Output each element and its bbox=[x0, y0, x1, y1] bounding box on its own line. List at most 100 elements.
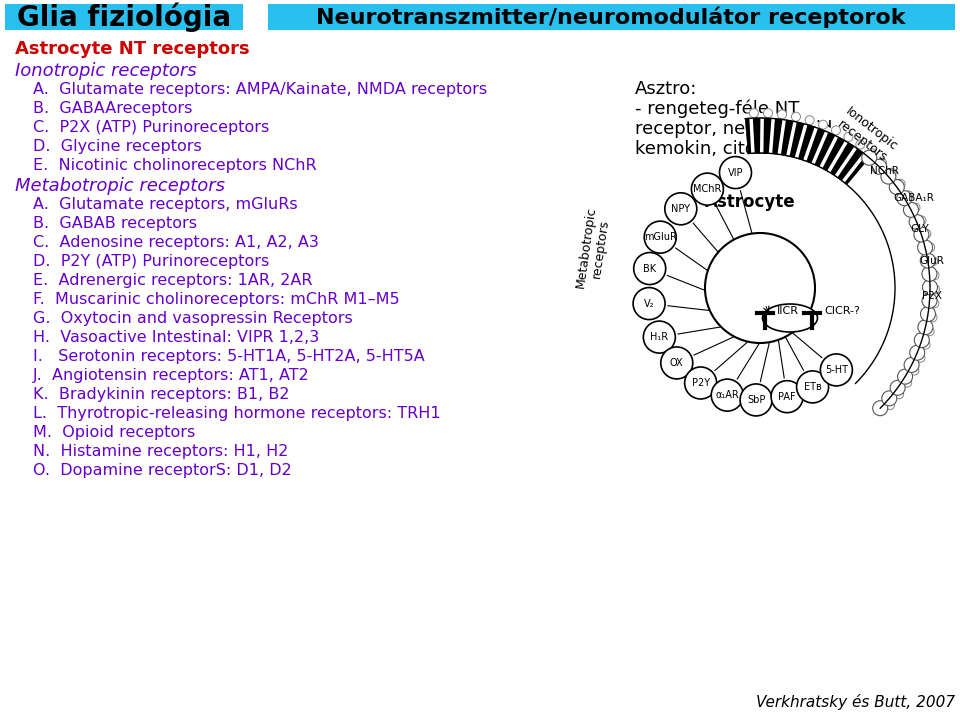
Text: Metabotropic
receptors: Metabotropic receptors bbox=[573, 205, 612, 291]
Text: Neurotranszmitter/neuromodulátor receptorok: Neurotranszmitter/neuromodulátor recepto… bbox=[316, 6, 905, 28]
Circle shape bbox=[797, 371, 828, 403]
Text: P2Y: P2Y bbox=[691, 378, 709, 388]
Circle shape bbox=[895, 390, 903, 398]
Text: Asztro:: Asztro: bbox=[635, 80, 697, 98]
Text: V₂: V₂ bbox=[644, 299, 655, 309]
Circle shape bbox=[916, 353, 925, 363]
Circle shape bbox=[925, 243, 935, 252]
Circle shape bbox=[643, 321, 675, 353]
Circle shape bbox=[918, 320, 933, 335]
Circle shape bbox=[855, 140, 865, 149]
Text: mGluR: mGluR bbox=[644, 232, 677, 242]
Circle shape bbox=[872, 159, 887, 174]
Circle shape bbox=[873, 401, 888, 416]
Circle shape bbox=[885, 401, 895, 409]
Text: MChR: MChR bbox=[693, 184, 722, 194]
Text: N.  Histamine receptors: H1, H2: N. Histamine receptors: H1, H2 bbox=[33, 444, 288, 459]
Text: D.  Glycine receptors: D. Glycine receptors bbox=[33, 139, 202, 154]
Text: GABA₁R: GABA₁R bbox=[894, 193, 934, 203]
Text: VIP: VIP bbox=[728, 167, 743, 177]
Ellipse shape bbox=[762, 304, 818, 332]
Circle shape bbox=[691, 173, 724, 205]
Text: P2X: P2X bbox=[922, 292, 942, 302]
Text: D.  P2Y (ATP) Purinoreceptors: D. P2Y (ATP) Purinoreceptors bbox=[33, 254, 269, 269]
Circle shape bbox=[922, 229, 931, 238]
Circle shape bbox=[740, 384, 772, 416]
Circle shape bbox=[819, 120, 828, 129]
Text: Ionotropic
receptors: Ionotropic receptors bbox=[834, 105, 900, 165]
Text: - rengeteg-féle NT: - rengeteg-féle NT bbox=[635, 100, 800, 118]
Text: CICR-?: CICR-? bbox=[824, 306, 860, 316]
Circle shape bbox=[922, 266, 937, 281]
Circle shape bbox=[821, 354, 852, 386]
Text: B.  GABAB receptors: B. GABAB receptors bbox=[33, 216, 197, 231]
Text: K.  Bradykinin receptors: B1, B2: K. Bradykinin receptors: B1, B2 bbox=[33, 387, 290, 402]
Circle shape bbox=[930, 271, 939, 280]
Circle shape bbox=[897, 191, 912, 205]
Text: M.  Opioid receptors: M. Opioid receptors bbox=[33, 425, 195, 440]
Circle shape bbox=[771, 381, 804, 413]
Circle shape bbox=[909, 215, 924, 230]
Circle shape bbox=[914, 227, 929, 242]
Text: E.  Adrenergic receptors: 1AR, 2AR: E. Adrenergic receptors: 1AR, 2AR bbox=[33, 273, 313, 288]
Circle shape bbox=[917, 216, 926, 225]
Circle shape bbox=[719, 157, 752, 189]
Circle shape bbox=[831, 126, 840, 135]
Text: G.  Oxytocin and vasopressin Receptors: G. Oxytocin and vasopressin Receptors bbox=[33, 311, 352, 326]
Circle shape bbox=[930, 299, 939, 308]
Text: I.   Serotonin receptors: 5-HT1A, 5-HT2A, 5-HT5A: I. Serotonin receptors: 5-HT1A, 5-HT2A, … bbox=[33, 349, 424, 364]
Circle shape bbox=[914, 332, 929, 348]
Circle shape bbox=[890, 381, 905, 396]
Circle shape bbox=[778, 110, 786, 119]
Circle shape bbox=[877, 158, 886, 167]
Text: H.  Vasoactive Intestinal: VIPR 1,2,3: H. Vasoactive Intestinal: VIPR 1,2,3 bbox=[33, 330, 320, 345]
FancyBboxPatch shape bbox=[268, 4, 955, 30]
Text: NPY: NPY bbox=[671, 204, 690, 214]
Circle shape bbox=[844, 133, 852, 141]
Circle shape bbox=[922, 293, 937, 308]
Circle shape bbox=[898, 369, 913, 384]
Text: Astrocyte: Astrocyte bbox=[705, 193, 795, 211]
Text: IICR: IICR bbox=[777, 306, 799, 316]
Text: A.  Glutamate receptors: AMPA/Kainate, NMDA receptors: A. Glutamate receptors: AMPA/Kainate, NM… bbox=[33, 82, 487, 97]
Text: NChR: NChR bbox=[870, 167, 899, 177]
Circle shape bbox=[910, 366, 919, 375]
Circle shape bbox=[633, 288, 665, 320]
Text: Metabotropic receptors: Metabotropic receptors bbox=[15, 177, 225, 195]
Circle shape bbox=[644, 221, 676, 253]
Text: B.  GABAAreceptors: B. GABAAreceptors bbox=[33, 101, 192, 116]
Wedge shape bbox=[745, 118, 869, 185]
Text: A.  Glutamate receptors, mGluRs: A. Glutamate receptors, mGluRs bbox=[33, 197, 298, 212]
Circle shape bbox=[750, 108, 758, 118]
Text: C.  P2X (ATP) Purinoreceptors: C. P2X (ATP) Purinoreceptors bbox=[33, 120, 269, 135]
Circle shape bbox=[911, 203, 920, 213]
Circle shape bbox=[923, 280, 938, 295]
Text: Glia fiziológia: Glia fiziológia bbox=[17, 2, 231, 32]
Circle shape bbox=[665, 193, 697, 225]
Text: L.  Thyrotropic-releasing hormone receptors: TRH1: L. Thyrotropic-releasing hormone recepto… bbox=[33, 406, 441, 421]
Text: α₁AR: α₁AR bbox=[715, 390, 739, 400]
Text: Astrocyte NT receptors: Astrocyte NT receptors bbox=[15, 40, 250, 58]
Circle shape bbox=[889, 180, 904, 195]
Circle shape bbox=[910, 345, 924, 360]
Wedge shape bbox=[745, 113, 935, 411]
Text: receptor, neuropeptid,: receptor, neuropeptid, bbox=[635, 120, 838, 138]
Circle shape bbox=[881, 169, 896, 184]
Circle shape bbox=[930, 285, 940, 294]
Circle shape bbox=[921, 307, 935, 322]
Circle shape bbox=[705, 233, 815, 343]
Circle shape bbox=[791, 112, 801, 121]
Circle shape bbox=[928, 256, 937, 266]
Circle shape bbox=[918, 240, 932, 255]
Circle shape bbox=[684, 367, 717, 399]
Text: GLY: GLY bbox=[911, 224, 929, 234]
Text: O.  Dopamine receptorS: D1, D2: O. Dopamine receptorS: D1, D2 bbox=[33, 463, 292, 478]
Circle shape bbox=[903, 202, 919, 218]
Text: PAF: PAF bbox=[779, 392, 796, 401]
Circle shape bbox=[928, 313, 937, 322]
Circle shape bbox=[805, 116, 814, 125]
FancyBboxPatch shape bbox=[5, 4, 243, 30]
Circle shape bbox=[904, 191, 913, 200]
Circle shape bbox=[882, 391, 897, 406]
Circle shape bbox=[896, 180, 905, 188]
